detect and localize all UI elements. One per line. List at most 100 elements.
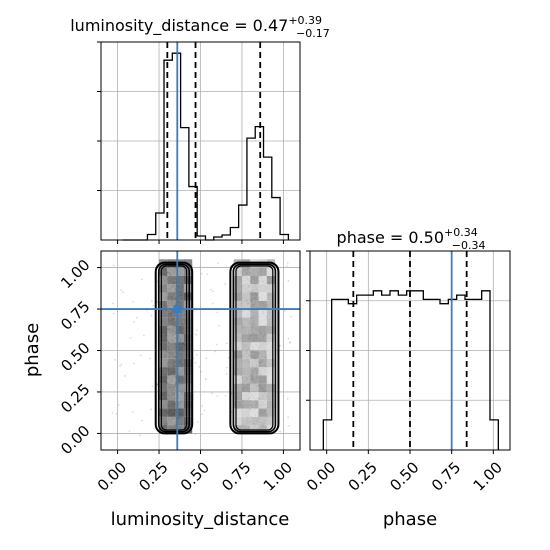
density-cell (183, 416, 193, 426)
sample-point (195, 333, 197, 336)
sample-point (290, 315, 292, 318)
density-cell (241, 317, 251, 326)
density-cell (250, 383, 259, 392)
density-cell (250, 367, 259, 376)
density-cell (175, 425, 184, 434)
density-cell (258, 325, 267, 334)
density-cell (183, 350, 193, 359)
density-2d-panel: 0.000.000.250.250.500.500.750.751.001.00… (22, 250, 301, 530)
sample-point (199, 370, 202, 373)
phase-ylabel: phase (22, 323, 43, 377)
histogram-bin (280, 235, 288, 240)
density-cell (167, 333, 176, 343)
phase-title: phase = 0.50+0.34 −0.34 (337, 226, 486, 252)
sample-point (198, 365, 201, 368)
density-cell (250, 284, 259, 293)
density-cell (266, 333, 276, 343)
density-cell (183, 383, 193, 392)
density-cell (258, 416, 267, 426)
density-cell (175, 300, 184, 310)
density-cell (175, 416, 184, 426)
histogram-bin (440, 304, 448, 450)
density-cell (233, 350, 242, 359)
density-cell (250, 325, 259, 334)
density-cell (183, 333, 193, 343)
density-cell (250, 300, 259, 310)
sample-point (156, 383, 159, 386)
density-cell (241, 400, 251, 409)
density-cell (159, 275, 168, 285)
sample-point (286, 398, 289, 400)
sample-point (214, 350, 216, 353)
density-cell (175, 367, 184, 376)
density-cell (175, 292, 184, 301)
density-cell (233, 309, 242, 318)
density-cell (183, 408, 193, 417)
histogram-bin (473, 299, 481, 450)
density-cell (250, 416, 259, 426)
histogram-bin (332, 299, 340, 450)
sample-point (289, 341, 291, 343)
density-cell (266, 416, 276, 426)
density-cell (233, 292, 242, 301)
x-tick-label: 0.25 (135, 458, 171, 494)
density-cell (159, 408, 168, 417)
density-contour (232, 263, 277, 433)
histogram-step-line (322, 290, 499, 450)
sample-point (156, 301, 159, 303)
histogram-bin (457, 295, 465, 450)
sample-point (217, 262, 219, 264)
sample-point (139, 354, 142, 357)
density-cell (241, 416, 251, 426)
sample-point (133, 321, 135, 323)
density-cell (159, 358, 168, 368)
density-cell (233, 333, 242, 343)
density-cell (241, 375, 251, 384)
density-cell (159, 367, 168, 376)
density-cell (233, 317, 242, 326)
sample-point (224, 395, 227, 397)
density-cell (167, 408, 176, 417)
sample-point (196, 421, 199, 423)
histogram-bin (323, 420, 331, 450)
sample-point (129, 336, 132, 339)
density-cell (167, 292, 176, 301)
density-cell (175, 267, 184, 276)
sample-point (133, 362, 135, 365)
density-cell (250, 375, 259, 384)
density-cell (266, 292, 276, 301)
sample-point (227, 356, 230, 359)
density-cell (241, 367, 251, 376)
density-cell (167, 416, 176, 426)
density-cell (258, 292, 267, 301)
density-cell (167, 309, 176, 318)
density-cell (250, 275, 259, 285)
density-cell (258, 408, 267, 417)
sample-point (119, 365, 121, 367)
density-cell (183, 300, 193, 310)
density-cell (175, 325, 184, 334)
x-tick-label: 0.75 (428, 458, 464, 494)
density-cell (183, 284, 193, 293)
density-cell (183, 367, 193, 376)
x-tick-label: 0.25 (345, 458, 381, 494)
sample-point (287, 280, 290, 282)
sample-point (112, 302, 114, 305)
histogram-bin (390, 291, 398, 450)
density-cell (241, 300, 251, 310)
density-cell (159, 416, 168, 426)
density-cell (233, 367, 242, 376)
luminosity-distance-title: luminosity_distance = 0.47+0.39 −0.17 (70, 14, 330, 40)
density-cell (159, 284, 168, 293)
sample-point (215, 343, 218, 346)
density-cell (167, 375, 176, 384)
sample-point (132, 301, 134, 303)
sample-point (194, 433, 197, 435)
density-cell (167, 275, 176, 285)
density-cell (258, 383, 267, 392)
histogram-bin (423, 299, 431, 450)
sample-point (216, 311, 218, 314)
density-cell (266, 325, 276, 334)
sample-point (284, 310, 286, 312)
